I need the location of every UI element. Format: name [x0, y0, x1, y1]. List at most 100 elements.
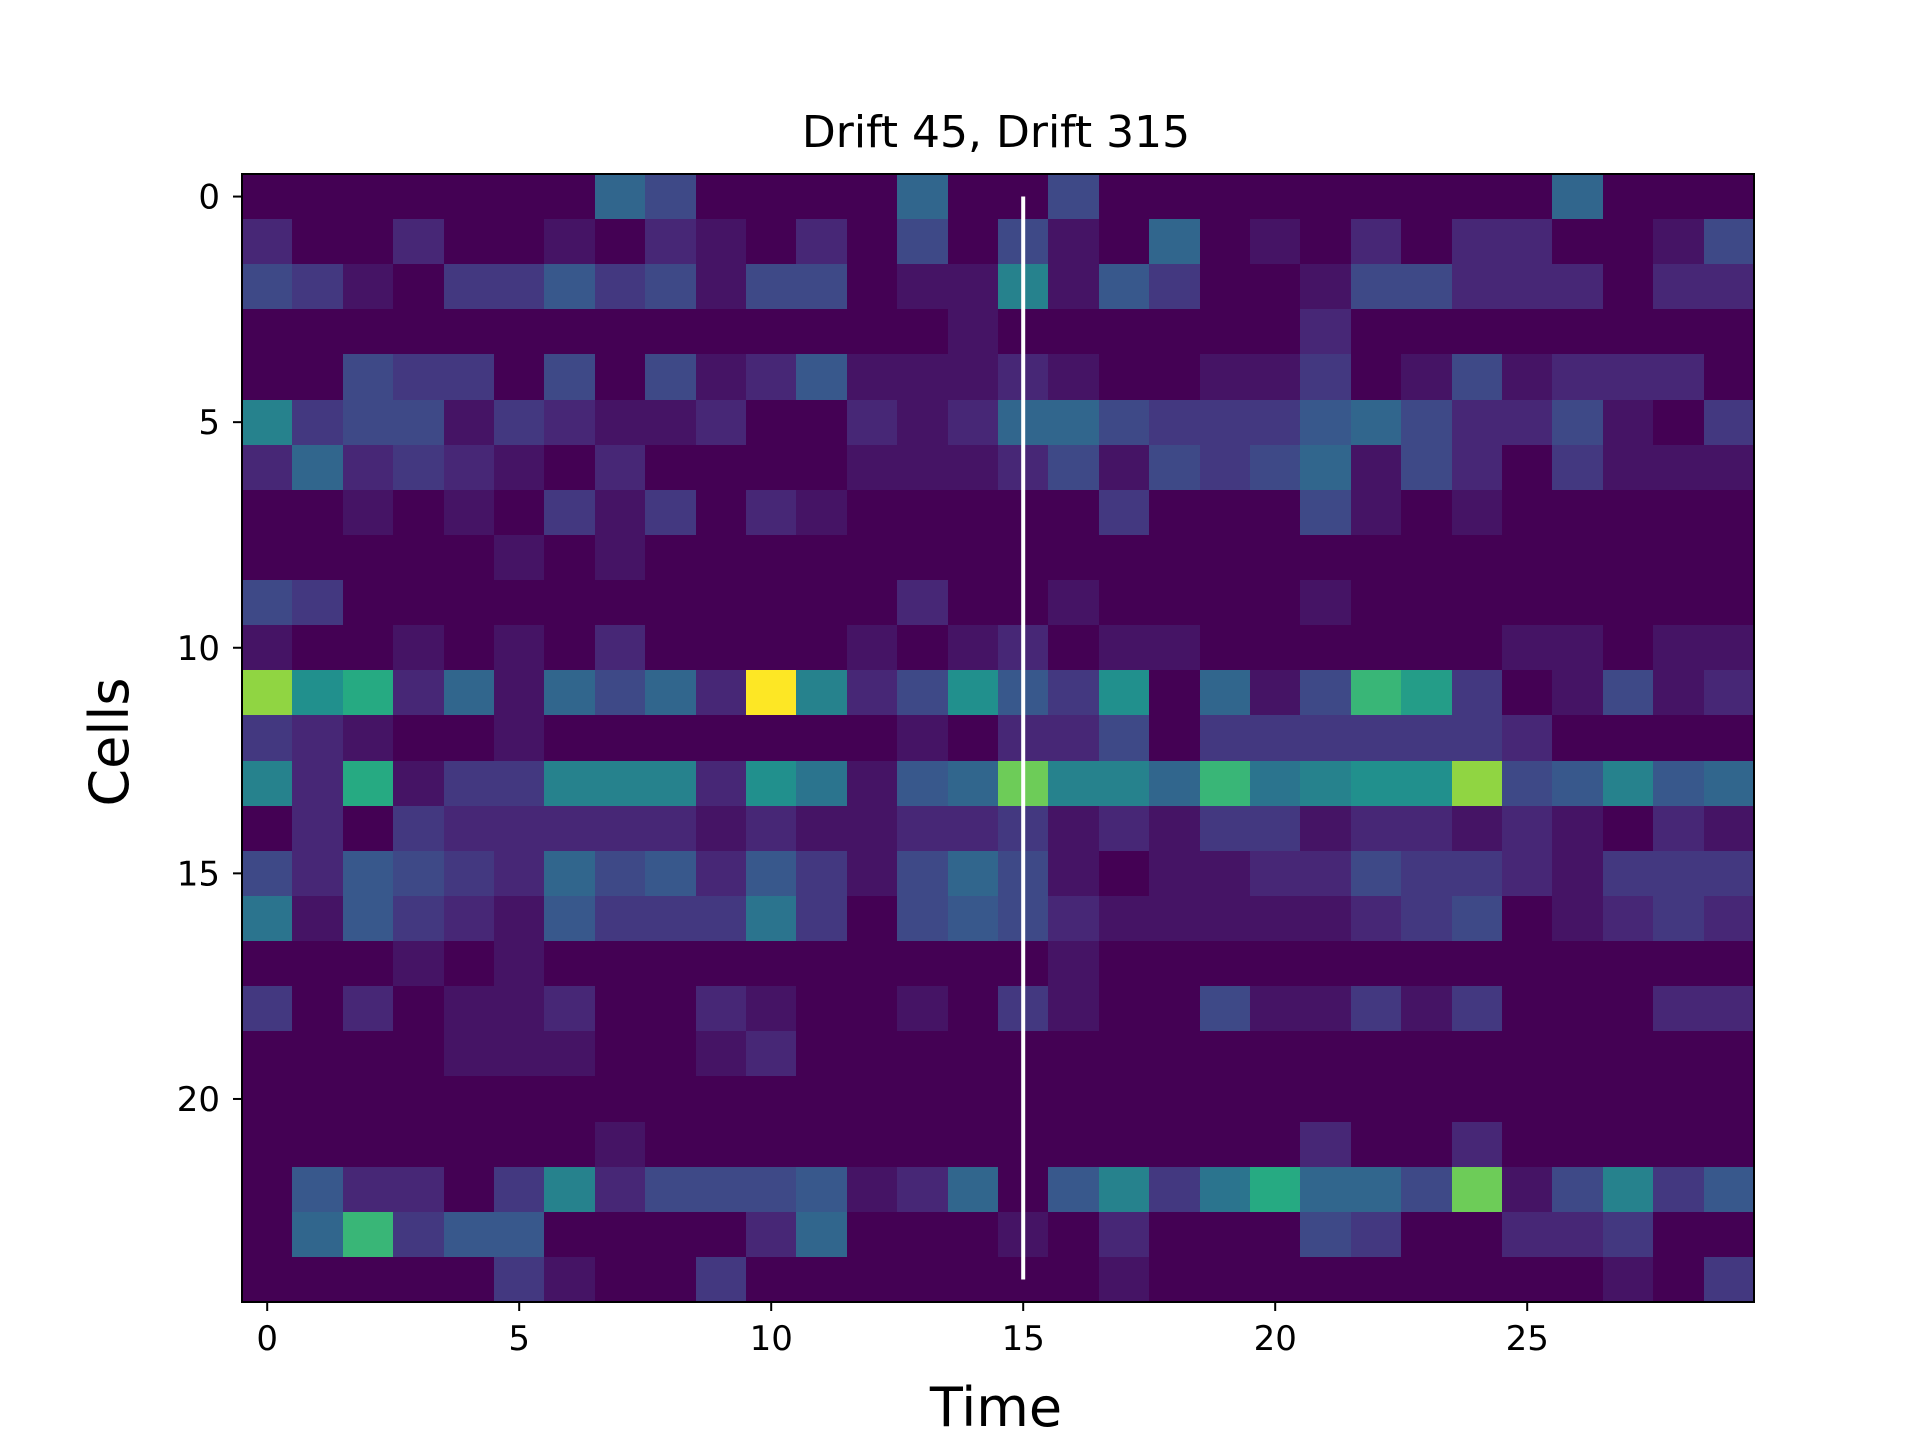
- heatmap-cell: [1401, 354, 1452, 400]
- heatmap-cell: [444, 445, 494, 490]
- heatmap-cell: [1704, 715, 1754, 761]
- heatmap-cell: [948, 715, 998, 761]
- heatmap-cell: [1401, 941, 1452, 986]
- heatmap-cell: [242, 851, 292, 896]
- heatmap-cell: [847, 625, 897, 670]
- heatmap-cell: [1250, 986, 1300, 1031]
- heatmap-cell: [897, 535, 948, 580]
- heatmap-cell: [393, 535, 444, 580]
- heatmap-cell: [393, 625, 444, 670]
- heatmap-cell: [746, 354, 796, 400]
- heatmap-cell: [494, 941, 544, 986]
- heatmap-cell: [948, 264, 998, 309]
- heatmap-cell: [1351, 1257, 1401, 1302]
- heatmap-cell: [948, 1031, 998, 1076]
- heatmap-cell: [343, 625, 393, 670]
- heatmap-cell: [1704, 445, 1754, 490]
- heatmap-cell: [1149, 1031, 1200, 1076]
- heatmap-cell: [1351, 851, 1401, 896]
- heatmap-cell: [1552, 896, 1603, 941]
- heatmap-cell: [1250, 1212, 1300, 1257]
- heatmap-cell: [1351, 445, 1401, 490]
- heatmap-cell: [1552, 1031, 1603, 1076]
- heatmap-cell: [1704, 625, 1754, 670]
- heatmap-cell: [1452, 264, 1502, 309]
- heatmap-cell: [1200, 625, 1250, 670]
- heatmap-cell: [595, 896, 645, 941]
- heatmap-cell: [696, 174, 746, 219]
- heatmap-cell: [1452, 354, 1502, 400]
- heatmap-cell: [1452, 761, 1502, 806]
- heatmap-cell: [796, 400, 847, 445]
- heatmap-cell: [948, 580, 998, 625]
- heatmap-cell: [494, 625, 544, 670]
- heatmap-cell: [1149, 219, 1200, 264]
- heatmap-cell: [1401, 174, 1452, 219]
- heatmap-cell: [1250, 851, 1300, 896]
- heatmap-cell: [645, 535, 696, 580]
- heatmap-cell: [242, 490, 292, 535]
- heatmap-cell: [1250, 219, 1300, 264]
- heatmap-cell: [242, 445, 292, 490]
- heatmap-cell: [393, 1122, 444, 1167]
- heatmap-cell: [948, 490, 998, 535]
- heatmap-cell: [645, 806, 696, 851]
- heatmap-cell: [847, 761, 897, 806]
- heatmap-cell: [1149, 309, 1200, 354]
- heatmap-cell: [1048, 670, 1099, 715]
- heatmap-cell: [1250, 354, 1300, 400]
- heatmap-cell: [1452, 445, 1502, 490]
- heatmap-cell: [292, 1122, 343, 1167]
- heatmap-cell: [696, 896, 746, 941]
- heatmap-cell: [1048, 219, 1099, 264]
- heatmap-cell: [796, 941, 847, 986]
- heatmap-cell: [645, 1122, 696, 1167]
- heatmap-cell: [393, 1167, 444, 1212]
- heatmap-cell: [292, 400, 343, 445]
- heatmap-cell: [1149, 1212, 1200, 1257]
- heatmap-cell: [1200, 400, 1250, 445]
- heatmap-cell: [1300, 535, 1351, 580]
- heatmap-cell: [1250, 490, 1300, 535]
- heatmap-cell: [1250, 761, 1300, 806]
- heatmap-cell: [343, 1167, 393, 1212]
- heatmap-cell: [544, 670, 595, 715]
- heatmap-cell: [696, 761, 746, 806]
- heatmap-cell: [1552, 986, 1603, 1031]
- heatmap-cell: [544, 535, 595, 580]
- heatmap-cell: [1502, 535, 1552, 580]
- heatmap-cell: [444, 1122, 494, 1167]
- heatmap-cell: [544, 219, 595, 264]
- heatmap-cell: [1250, 580, 1300, 625]
- heatmap-cell: [1250, 625, 1300, 670]
- heatmap-cell: [897, 941, 948, 986]
- heatmap-cell: [1502, 309, 1552, 354]
- heatmap-cell: [595, 1122, 645, 1167]
- heatmap-cell: [796, 670, 847, 715]
- heatmap-cell: [242, 174, 292, 219]
- heatmap-cell: [242, 1212, 292, 1257]
- heatmap-cell: [1502, 1257, 1552, 1302]
- heatmap-cell: [1200, 580, 1250, 625]
- heatmap-cell: [796, 1212, 847, 1257]
- heatmap-cell: [1401, 445, 1452, 490]
- heatmap-cell: [292, 1167, 343, 1212]
- heatmap-cell: [1250, 1257, 1300, 1302]
- heatmap-cell: [1704, 354, 1754, 400]
- heatmap-cell: [544, 1031, 595, 1076]
- heatmap-cell: [1300, 1212, 1351, 1257]
- heatmap-cell: [696, 219, 746, 264]
- heatmap-cell: [1250, 896, 1300, 941]
- heatmap-cell: [242, 354, 292, 400]
- heatmap-cell: [292, 806, 343, 851]
- heatmap-cell: [1704, 806, 1754, 851]
- heatmap-cell: [1452, 535, 1502, 580]
- heatmap-cell: [343, 896, 393, 941]
- heatmap-cell: [595, 309, 645, 354]
- heatmap-cell: [1149, 941, 1200, 986]
- heatmap-cell: [1552, 490, 1603, 535]
- heatmap-cell: [444, 715, 494, 761]
- heatmap-cell: [1502, 400, 1552, 445]
- heatmap-cell: [847, 941, 897, 986]
- heatmap-cell: [1452, 1257, 1502, 1302]
